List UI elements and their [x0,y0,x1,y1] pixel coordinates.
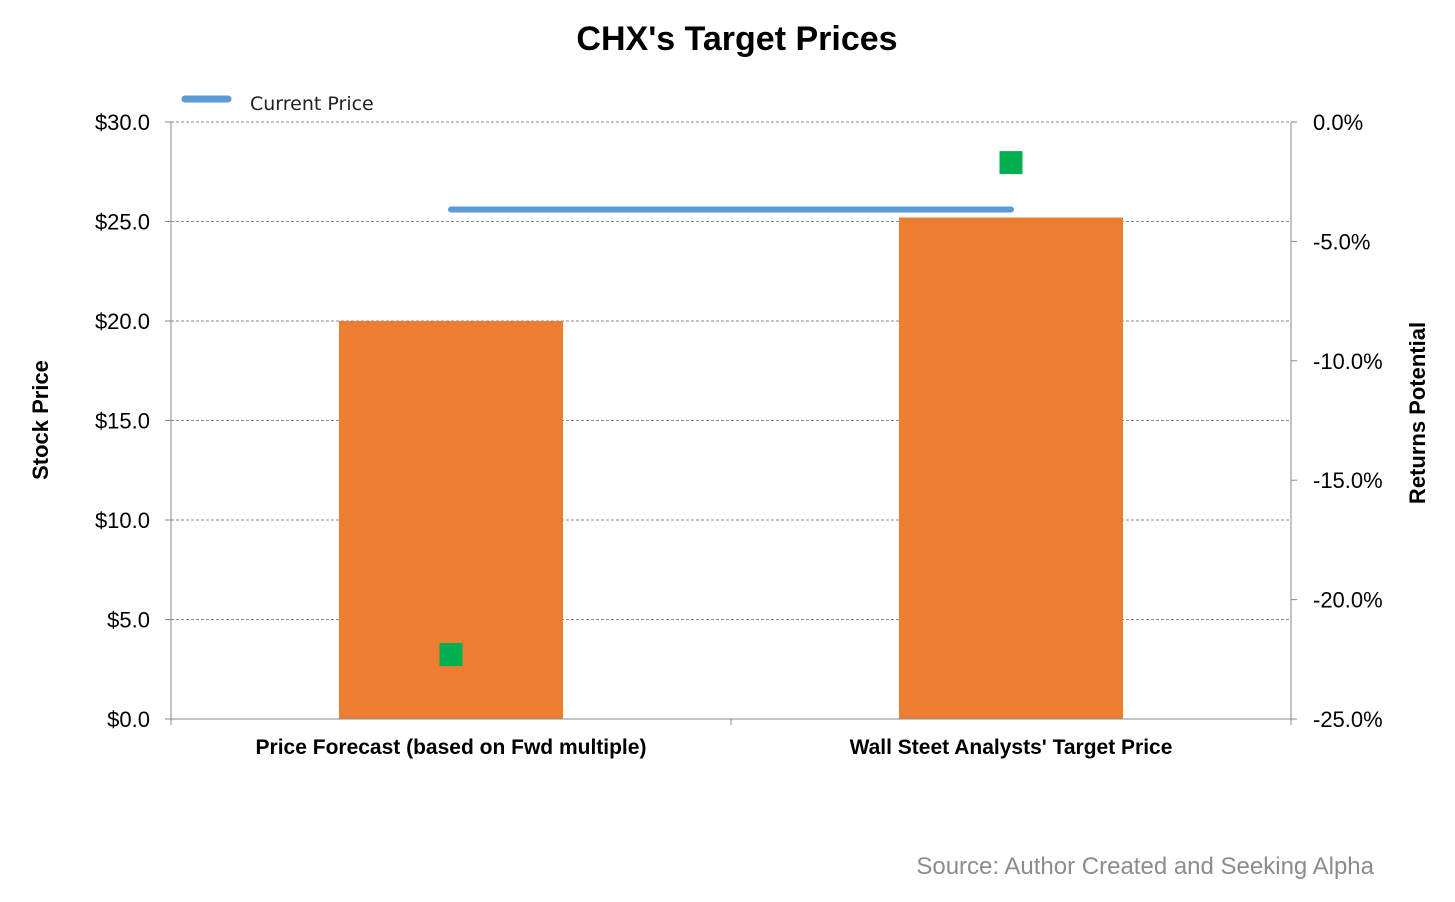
source-note: Source: Author Created and Seeking Alpha [916,853,1374,880]
returns-marker [999,151,1023,175]
y-tick-label: $10.0 [95,508,150,533]
y-tick-label: $15.0 [95,409,150,434]
bars [339,217,1123,719]
bar [899,217,1123,719]
y2-tick-label: -20.0% [1313,588,1383,613]
chart-title: CHX's Target Prices [576,20,897,58]
y-axis-label: Stock Price [28,360,53,480]
y-tick-label: $20.0 [95,309,150,334]
y2-tick-label: -25.0% [1313,707,1383,732]
y2-tick-label: -15.0% [1313,468,1383,493]
y-axis-ticks: $0.0 $5.0 $10.0 $15.0 $20.0 $25.0 $30.0 [95,110,171,732]
legend: Current Price [181,93,374,115]
returns-marker [439,643,463,667]
y-tick-label: $30.0 [95,110,150,135]
y2-tick-label: 0.0% [1313,110,1363,135]
returns-markers [439,151,1023,667]
legend-current-price-label: Current Price [250,93,374,115]
category-label: Wall Steet Analysts' Target Price [850,736,1173,759]
category-label: Price Forecast (based on Fwd multiple) [256,736,647,759]
y2-axis-label: Returns Potential [1405,322,1430,504]
y2-tick-label: -5.0% [1313,229,1370,254]
y-tick-label: $5.0 [107,608,150,633]
y2-axis-ticks: -25.0% -20.0% -15.0% -10.0% -5.0% 0.0% [1291,110,1383,732]
y-tick-label: $25.0 [95,210,150,235]
y2-tick-label: -10.0% [1313,349,1383,374]
y-tick-label: $0.0 [107,707,150,732]
category-labels: Price Forecast (based on Fwd multiple) Wa… [256,736,1173,759]
